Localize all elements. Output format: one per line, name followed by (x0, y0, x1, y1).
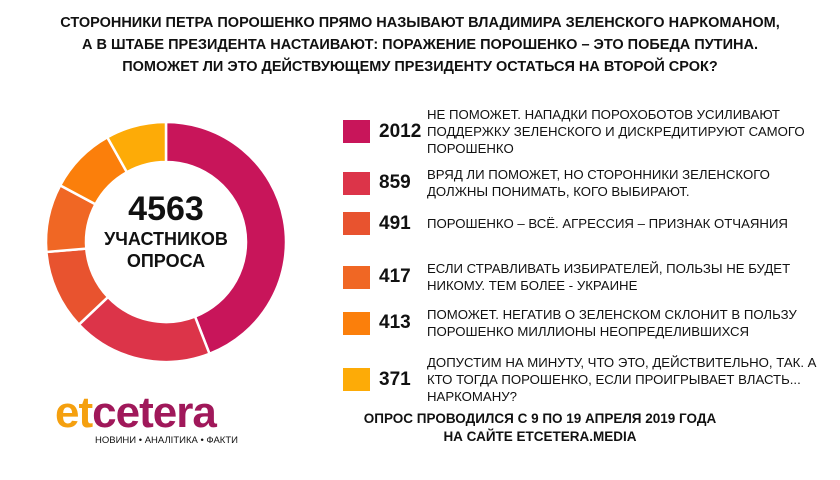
legend-swatch (343, 265, 370, 289)
title-line: А В ШТАБЕ ПРЕЗИДЕНТА НАСТАИВАЮТ: ПОРАЖЕН… (82, 37, 758, 53)
legend-label: ПОРОШЕНКО – ВСЁ. АГРЕССИЯ – ПРИЗНАК ОТЧА… (427, 216, 788, 231)
legend-value: 859 (379, 172, 411, 193)
legend-label: ПОМОЖЕТ. НЕГАТИВ О ЗЕЛЕНСКОМ СКЛОНИТ В П… (427, 307, 797, 339)
legend-item: 371 ДОПУСТИМ НА МИНУТУ, ЧТО ЭТО, ДЕЙСТВИТ… (343, 354, 827, 405)
legend-item: 2012 НЕ ПОМОЖЕТ. НАПАДКИ ПОРОХОБОТОВ УСИЛ… (343, 106, 827, 157)
donut-center: 4563 УЧАСТНИКОВ ОПРОСА (86, 190, 246, 272)
title-line: СТОРОННИКИ ПЕТРА ПОРОШЕНКО ПРЯМО НАЗЫВАЮ… (60, 15, 780, 31)
logo-part: et (55, 388, 93, 437)
title-line: ПОМОЖЕТ ЛИ ЭТО ДЕЙСТВУЮЩЕМУ ПРЕЗИДЕНТУ О… (122, 59, 718, 75)
legend-item: 417 ЕСЛИ СТРАВЛИВАТЬ ИЗБИРАТЕЛЕЙ, ПОЛЬЗЫ … (343, 260, 827, 294)
legend-value: 491 (379, 212, 411, 234)
total-count: 4563 (128, 190, 204, 228)
legend-swatch (343, 311, 370, 335)
legend-item: 413 ПОМОЖЕТ. НЕГАТИВ О ЗЕЛЕНСКОМ СКЛОНИТ … (343, 306, 827, 340)
donut-slice (105, 120, 168, 174)
total-label: УЧАСТНИКОВ (104, 229, 228, 249)
etcetera-logo: etcetera НОВИНИ • АНАЛІТИКА • ФАКТИ (55, 391, 238, 447)
legend-value: 371 (379, 368, 411, 390)
legend-label: НЕ ПОМОЖЕТ. НАПАДКИ ПОРОХОБОТОВ УСИЛИВАЮ… (427, 107, 805, 156)
logo-part: cetera (92, 388, 217, 437)
logo-tagline: НОВИНИ • АНАЛІТИКА • ФАКТИ (95, 435, 238, 446)
legend-label: ЕСЛИ СТРАВЛИВАТЬ ИЗБИРАТЕЛЕЙ, ПОЛЬЗЫ НЕ … (427, 261, 791, 293)
survey-note-line: ОПРОС ПРОВОДИЛСЯ С 9 ПО 19 АПРЕЛЯ 2019 Г… (363, 411, 717, 426)
donut-chart (44, 120, 288, 364)
donut-slice (164, 120, 288, 356)
survey-note-line: НА САЙТЕ ETCETERA.MEDIA (443, 429, 637, 444)
legend-value: 2012 (379, 120, 422, 142)
legend-label: ВРЯД ЛИ ПОМОЖЕТ, НО СТОРОННИКИ ЗЕЛЕНСКОГ… (427, 167, 770, 199)
legend-label: ДОПУСТИМ НА МИНУТУ, ЧТО ЭТО, ДЕЙСТВИТЕЛЬ… (427, 355, 817, 404)
legend-value: 413 (379, 312, 411, 333)
legend-swatch (343, 368, 370, 391)
legend-swatch (343, 212, 370, 235)
total-label: ОПРОСА (126, 251, 206, 271)
legend-item: 491 ПОРОШЕНКО – ВСЁ. АГРЕССИЯ – ПРИЗНАК О… (343, 212, 827, 235)
legend-swatch (343, 171, 370, 195)
legend-value: 417 (379, 266, 411, 287)
chart-title: СТОРОННИКИ ПЕТРА ПОРОШЕНКО ПРЯМО НАЗЫВАЮ… (0, 12, 840, 78)
legend-item: 859 ВРЯД ЛИ ПОМОЖЕТ, НО СТОРОННИКИ ЗЕЛЕНС… (343, 166, 827, 200)
survey-note: ОПРОС ПРОВОДИЛСЯ С 9 ПО 19 АПРЕЛЯ 2019 Г… (330, 410, 750, 446)
legend-swatch (343, 120, 370, 143)
